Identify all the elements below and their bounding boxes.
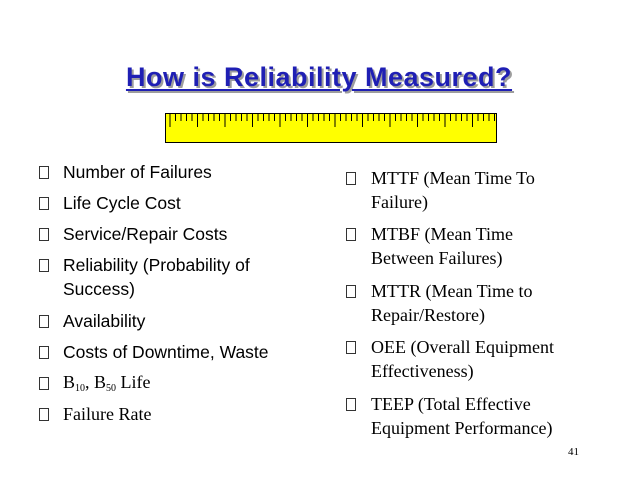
- left-item-4-line-2: Success): [63, 279, 135, 299]
- bullet-icon: [39, 197, 49, 210]
- right-item-2-line-1: MTBF (Mean Time: [371, 224, 514, 244]
- bullet-icon: [346, 228, 356, 241]
- bullet-icon: [39, 228, 49, 241]
- bullet-icon: [346, 398, 356, 411]
- left-item-7-b-life: B10, B50 Life: [63, 372, 151, 399]
- right-item-3-line-1: MTTR (Mean Time to: [371, 281, 533, 301]
- left-item-1: Number of Failures: [63, 162, 212, 182]
- bullet-icon: [346, 341, 356, 354]
- ruler-ticks: [169, 114, 495, 127]
- left-item-3: Service/Repair Costs: [63, 224, 228, 244]
- bullet-icon: [39, 315, 49, 328]
- right-item-1-line-1: MTTF (Mean Time To: [371, 168, 535, 188]
- bullet-icon: [39, 346, 49, 359]
- slide-title: How is Reliability Measured?: [125, 62, 513, 92]
- bullet-icon: [39, 408, 49, 421]
- bullet-icon: [346, 285, 356, 298]
- bullet-icon: [346, 172, 356, 185]
- b50-subscript: 50: [106, 383, 117, 394]
- b10-letter: B: [63, 372, 76, 392]
- right-item-3-line-2: Repair/Restore): [371, 305, 485, 325]
- b10-subscript: 10: [75, 383, 86, 394]
- left-item-2: Life Cycle Cost: [63, 193, 181, 213]
- life-label: Life: [116, 372, 151, 392]
- right-item-4-line-1: OEE (Overall Equipment: [371, 337, 554, 357]
- right-item-5-line-1: TEEP (Total Effective: [371, 394, 531, 414]
- b50-letter: B: [94, 372, 107, 392]
- bullet-icon: [39, 259, 49, 272]
- right-item-5-line-2: Equipment Performance): [371, 418, 553, 438]
- b-separator: ,: [85, 372, 95, 392]
- right-item-4-line-2: Effectiveness): [371, 361, 474, 381]
- ruler-icon: [165, 113, 497, 143]
- page-number: 41: [568, 446, 579, 458]
- left-item-4-line-1: Reliability (Probability of: [63, 255, 250, 275]
- right-item-1-line-2: Failure): [371, 192, 428, 212]
- left-item-6: Costs of Downtime, Waste: [63, 342, 269, 362]
- bullet-icon: [39, 166, 49, 179]
- bullet-icon: [39, 377, 49, 390]
- left-item-5: Availability: [63, 311, 146, 331]
- right-item-2-line-2: Between Failures): [371, 248, 503, 268]
- left-item-8: Failure Rate: [63, 404, 152, 424]
